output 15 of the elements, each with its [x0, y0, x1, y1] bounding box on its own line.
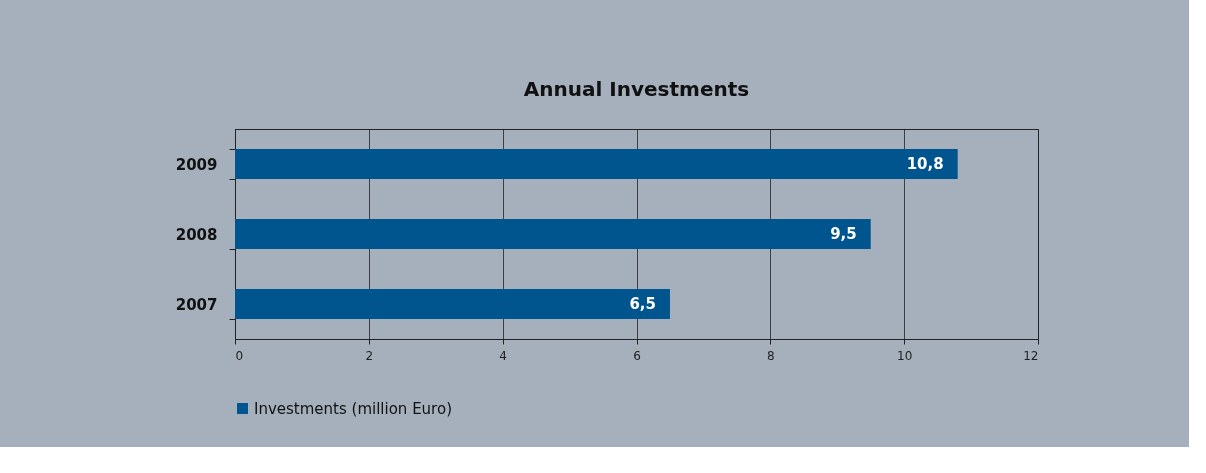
chart-title: Annual Investments	[523, 77, 750, 101]
legend-label: Investments (million Euro)	[254, 399, 452, 418]
x-tick-label: 8	[767, 348, 775, 363]
x-tick-label: 2	[365, 348, 374, 363]
x-tick-label: 6	[633, 348, 641, 363]
data-label: 6,5	[629, 295, 656, 313]
data-label: 10,8	[906, 155, 944, 173]
x-tick-label: 12	[1023, 348, 1039, 363]
y-tick-label: 2009	[175, 155, 218, 174]
data-label: 9,5	[830, 225, 857, 243]
x-tick-label: 10	[897, 348, 913, 363]
x-tick-label: 4	[499, 348, 507, 363]
y-tick-label: 2007	[175, 295, 218, 314]
x-tick-label: 0	[235, 348, 244, 363]
y-tick-label: 2008	[175, 225, 218, 244]
